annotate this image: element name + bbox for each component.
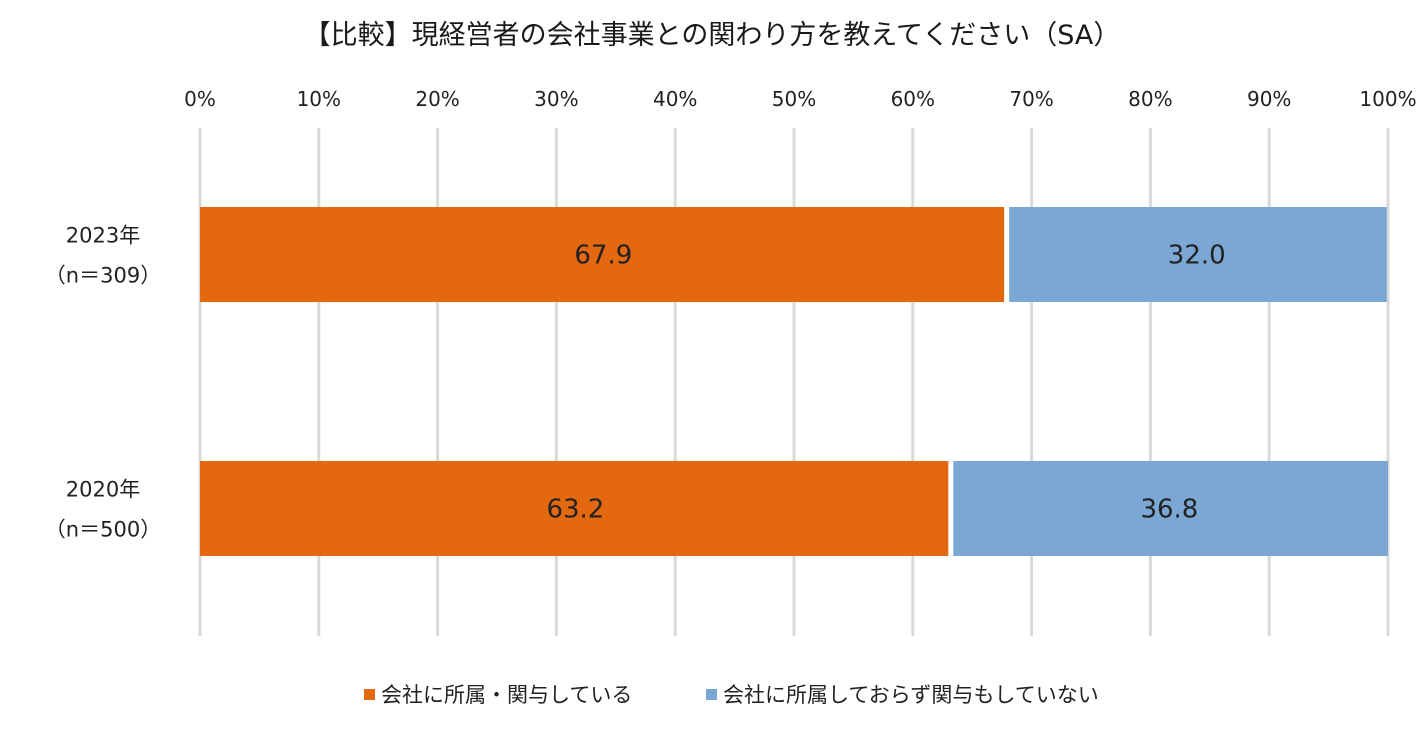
data-label: 67.9 [574,241,632,271]
category-label: 2023年 [66,224,140,248]
legend-label: 会社に所属・関与している [381,683,632,707]
x-tick-label: 50% [772,87,816,111]
x-tick-label: 10% [297,87,341,111]
legend-swatch [364,689,375,700]
x-tick-label: 20% [415,87,459,111]
x-tick-label: 30% [534,87,578,111]
x-tick-label: 70% [1009,87,1053,111]
legend: 会社に所属・関与している 会社に所属しておらず関与もしていない [364,683,1099,707]
x-tick-label: 0% [184,87,216,111]
bar-segment-not-involved [953,461,1388,556]
bar-segment-not-involved [1009,207,1387,302]
x-tick-label: 90% [1247,87,1291,111]
legend-swatch [706,689,717,700]
category-label: 2020年 [66,478,140,502]
x-tick-label: 100% [1359,87,1416,111]
category-sample-size: （n＝500） [45,518,161,542]
gridlines [198,128,1390,636]
category-sample-size: （n＝309） [45,264,161,288]
category-labels: 2023年 （n＝309） 2020年 （n＝500） [45,224,161,542]
legend-label: 会社に所属しておらず関与もしていない [723,683,1099,707]
data-label: 32.0 [1168,241,1226,271]
bar-segment-involved [200,461,949,556]
x-tick-label: 60% [891,87,935,111]
bars: 67.9 32.0 63.2 36.8 [200,207,1388,556]
x-tick-label: 80% [1128,87,1172,111]
x-tick-label: 40% [653,87,697,111]
data-label: 36.8 [1140,495,1198,525]
chart-title: 【比較】現経営者の会社事業との関わり方を教えてください（SA） [304,20,1121,51]
bar-segment-involved [200,207,1005,302]
data-label: 63.2 [546,495,604,525]
x-axis-ticks: 0% 10% 20% 30% 40% 50% 60% 70% 80% 90% 100% [184,87,1416,111]
